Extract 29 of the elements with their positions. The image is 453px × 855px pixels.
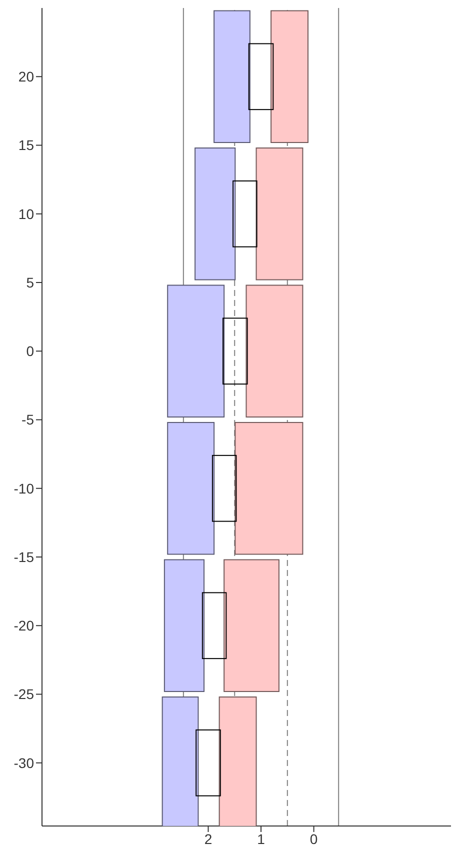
bar — [246, 284, 304, 418]
y-tick-label: -30 — [14, 754, 34, 771]
x-tick-label: 1 — [257, 830, 266, 847]
y-tick-label: -20 — [14, 618, 34, 634]
bar — [194, 147, 236, 280]
bar — [222, 318, 248, 385]
bar — [224, 559, 280, 692]
y-tick-label: 10 — [18, 206, 34, 222]
bar — [270, 10, 308, 144]
bar — [164, 559, 205, 692]
y-tick-label: 20 — [18, 68, 34, 85]
bar — [212, 454, 237, 522]
bar — [167, 422, 215, 555]
x-tick-label: 0 — [310, 830, 318, 847]
y-tick-label: -15 — [14, 548, 34, 565]
y-tick-label: -10 — [14, 480, 34, 496]
bar — [167, 284, 225, 418]
bar — [234, 422, 304, 555]
bar — [232, 180, 258, 248]
y-tick-label: -25 — [14, 686, 34, 702]
x-tick-label: 2 — [204, 830, 212, 847]
bar — [214, 10, 250, 144]
bar — [202, 592, 227, 660]
bar — [248, 43, 274, 110]
bar — [256, 147, 304, 280]
y-tick-label: 5 — [26, 274, 34, 290]
y-tick-label: 0 — [26, 343, 34, 360]
y-tick-label: 15 — [18, 137, 34, 154]
y-tick-label: -5 — [22, 412, 34, 428]
